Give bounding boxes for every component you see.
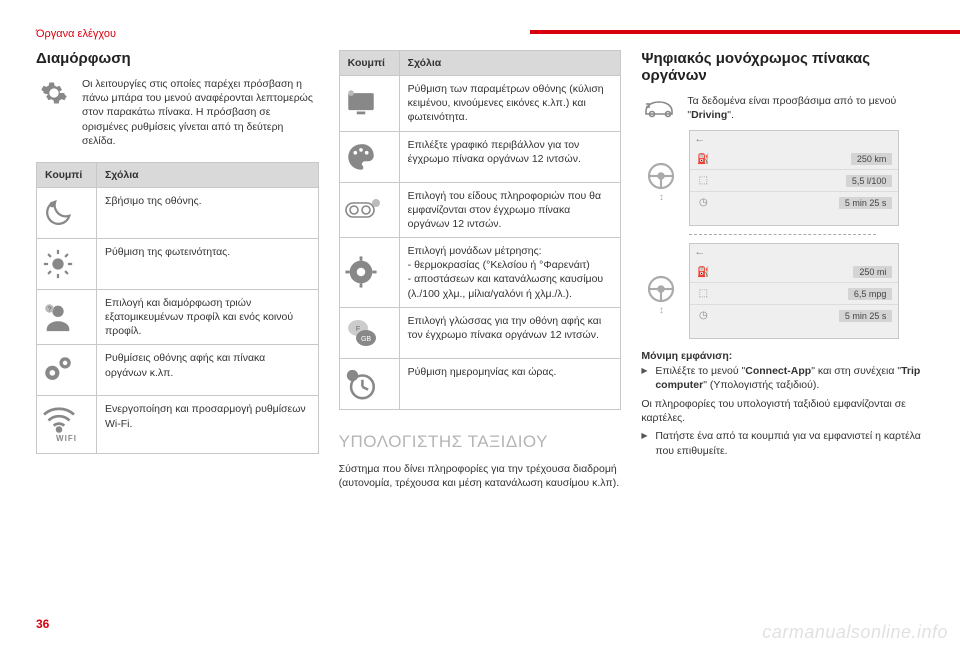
col1-row0: Σβήσιμο της οθόνης. <box>97 187 319 238</box>
col2-row1: Επιλέξτε γραφικό περιβάλλον για τον έγχρ… <box>399 131 621 182</box>
consumption-icon: ⬚ <box>690 288 716 299</box>
fuel-pump-icon: ⛽ <box>690 154 716 165</box>
col2-th-button: Κουμπί <box>339 51 399 76</box>
table-row: Επιλέξτε γραφικό περιβάλλον για τον έγχρ… <box>339 131 621 182</box>
column-2: Κουμπί Σχόλια Ρύθμιση των παραμέτρων οθό… <box>339 50 622 490</box>
col3-intro: Τα δεδομένα είναι προσβάσιμα από το μενο… <box>687 94 924 122</box>
steering-wheel-icon: ↕ <box>645 160 677 203</box>
column-1: Διαμόρφωση Οι λειτουργίες στις οποίες πα… <box>36 50 319 490</box>
fuel-pump-icon: ⛽ <box>690 267 716 278</box>
trip-computer-heading: ΥΠΟΛΟΓΙΣΤΗΣ ΤΑΞΙΔΙΟΥ <box>339 432 622 452</box>
col1-intro: Οι λειτουργίες στις οποίες παρέχει πρόσβ… <box>82 77 319 148</box>
gears-icon <box>37 345 97 396</box>
units-gear-icon <box>339 238 399 308</box>
clock-icon: 8 <box>339 358 399 409</box>
col3-para: Οι πληροφορίες του υπολογιστή ταξιδιού ε… <box>641 397 924 425</box>
svg-text:8: 8 <box>350 371 355 381</box>
col1-th-comment: Σχόλια <box>97 162 319 187</box>
gauges-icon <box>339 182 399 238</box>
list-item: Επιλέξτε το μενού "Connect-App" και στη … <box>641 364 924 393</box>
consumption-icon: ⬚ <box>690 175 716 186</box>
col2-th-comment: Σχόλια <box>399 51 621 76</box>
col2-row3: Επιλογή μονάδων μέτρησης: - θερμοκρασίας… <box>399 238 621 308</box>
watermark: carmanualsonline.info <box>762 622 948 643</box>
timer-icon: ◷ <box>690 310 716 321</box>
monitor-icon <box>339 76 399 132</box>
table-row: 8 Ρύθμιση ημερομηνίας και ώρας. <box>339 358 621 409</box>
col1-row2: Επιλογή και διαμόρφωση τριών εξατομικευμ… <box>97 289 319 345</box>
dashboard-preview-2: ← ⛽250 mi ⬚6,5 mpg ◷5 min 25 s <box>689 243 899 339</box>
col3-heading: Ψηφιακός μονόχρωμος πίνακας οργάνων <box>641 50 924 84</box>
moon-icon <box>37 187 97 238</box>
table-row: Επιλογή μονάδων μέτρησης: - θερμοκρασίας… <box>339 238 621 308</box>
brightness-icon <box>37 238 97 289</box>
dashed-separator <box>689 234 876 235</box>
table-row: Σβήσιμο της οθόνης. <box>37 187 319 238</box>
steering-wheel-icon: ↕ <box>645 273 677 316</box>
top-accent-bar <box>530 30 960 34</box>
trip-computer-text: Σύστημα που δίνει πληροφορίες για την τρ… <box>339 462 622 490</box>
dashboard-preview-1: ← ⛽250 km ⬚5,5 l/100 ◷5 min 25 s <box>689 130 899 226</box>
table-row: Επιλογή του είδους πληροφοριών που θα εμ… <box>339 182 621 238</box>
col1-heading: Διαμόρφωση <box>36 50 319 67</box>
page-number: 36 <box>36 617 49 631</box>
svg-text:?: ? <box>48 305 52 313</box>
wifi-icon: WIFI <box>37 396 97 454</box>
palette-icon <box>339 131 399 182</box>
col2-row0: Ρύθμιση των παραμέτρων οθόνης (κύλιση κε… <box>399 76 621 132</box>
col1-th-button: Κουμπί <box>37 162 97 187</box>
col1-row3: Ρυθμίσεις οθόνης αφής και πίνακα οργάνων… <box>97 345 319 396</box>
list-item: Πατήστε ένα από τα κουμπιά για να εμφανι… <box>641 429 924 458</box>
column-3: Ψηφιακός μονόχρωμος πίνακας οργάνων Τα δ… <box>641 50 924 490</box>
permanent-display-heading: Μόνιμη εμφάνιση: <box>641 349 924 363</box>
table-row: Ρύθμιση της φωτεινότητας. <box>37 238 319 289</box>
col1-row4: Ενεργοποίηση και προσαρμογή ρυθμίσεων Wi… <box>97 396 319 454</box>
svg-text:GB: GB <box>361 336 371 343</box>
table-row: WIFI Ενεργοποίηση και προσαρμογή ρυθμίσε… <box>37 396 319 454</box>
profile-icon: ? <box>37 289 97 345</box>
col2-row2: Επιλογή του είδους πληροφοριών που θα εμ… <box>399 182 621 238</box>
col1-row1: Ρύθμιση της φωτεινότητας. <box>97 238 319 289</box>
language-icon: FGB <box>339 307 399 358</box>
gear-icon <box>36 77 72 148</box>
timer-icon: ◷ <box>690 197 716 208</box>
col2-row4: Επιλογή γλώσσας για την οθόνη αφής και τ… <box>399 307 621 358</box>
col2-row5: Ρύθμιση ημερομηνίας και ώρας. <box>399 358 621 409</box>
table-row: ? Επιλογή και διαμόρφωση τριών εξατομικε… <box>37 289 319 345</box>
table-row: Ρύθμιση των παραμέτρων οθόνης (κύλιση κε… <box>339 76 621 132</box>
car-icon <box>641 94 677 122</box>
col2-table: Κουμπί Σχόλια Ρύθμιση των παραμέτρων οθό… <box>339 50 622 410</box>
table-row: Ρυθμίσεις οθόνης αφής και πίνακα οργάνων… <box>37 345 319 396</box>
col1-table: Κουμπί Σχόλια Σβήσιμο της οθόνης. Ρύθμισ… <box>36 162 319 454</box>
table-row: FGB Επιλογή γλώσσας για την οθόνη αφής κ… <box>339 307 621 358</box>
